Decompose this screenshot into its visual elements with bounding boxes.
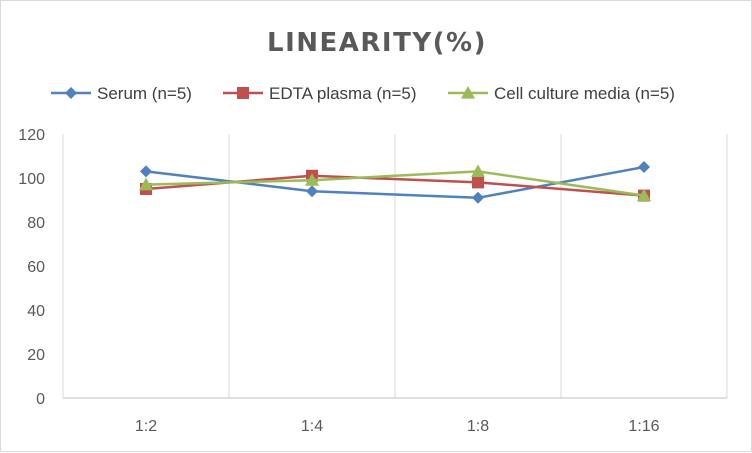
x-tick-label: 1:8: [467, 418, 489, 435]
data-point-cell-culture-media-n-5: [139, 177, 153, 191]
data-point-cell-culture-media-n-5: [471, 164, 485, 177]
y-tick-label: 40: [27, 303, 45, 320]
plot-area: 0 20 40 60 80 100 120 1:2 1:4 1:8 1:16: [18, 127, 728, 435]
y-tick-label: 20: [27, 347, 45, 364]
data-point-serum-n-5: [306, 185, 318, 198]
y-tick-label: 0: [36, 391, 45, 408]
legend-label-edta-plasma-n-5: EDTA plasma (n=5): [269, 84, 417, 103]
legend: Serum (n=5) EDTA plasma (n=5) Cell culture…: [51, 84, 675, 103]
data-point-cell-culture-media-n-5: [305, 173, 319, 186]
x-tick-label: 1:16: [628, 418, 659, 435]
legend-marker-edta-plasma-n-5: [237, 87, 249, 99]
data-point-cell-culture-media-n-5: [637, 188, 651, 202]
data-point-serum-n-5: [472, 191, 484, 204]
legend-label-cell-culture-media-n-5: Cell culture media (n=5): [494, 84, 675, 103]
legend-marker-cell-culture-media-n-5: [461, 86, 475, 99]
data-point-edta-plasma-n-5: [472, 176, 484, 189]
y-tick-label: 100: [18, 171, 45, 188]
x-tick-label: 1:4: [301, 418, 323, 435]
legend-marker-serum-n-5: [65, 87, 77, 99]
chart-title: LINEARITY(%): [267, 28, 487, 58]
y-tick-label: 120: [18, 127, 45, 144]
data-point-serum-n-5: [140, 165, 152, 178]
data-point-serum-n-5: [638, 161, 650, 173]
y-tick-label: 60: [27, 259, 45, 276]
y-tick-label: 80: [27, 215, 45, 232]
series-line-cell-culture-media-n-5: [145, 170, 645, 197]
x-tick-label: 1:2: [135, 418, 157, 435]
legend-label-serum-n-5: Serum (n=5): [97, 84, 192, 103]
